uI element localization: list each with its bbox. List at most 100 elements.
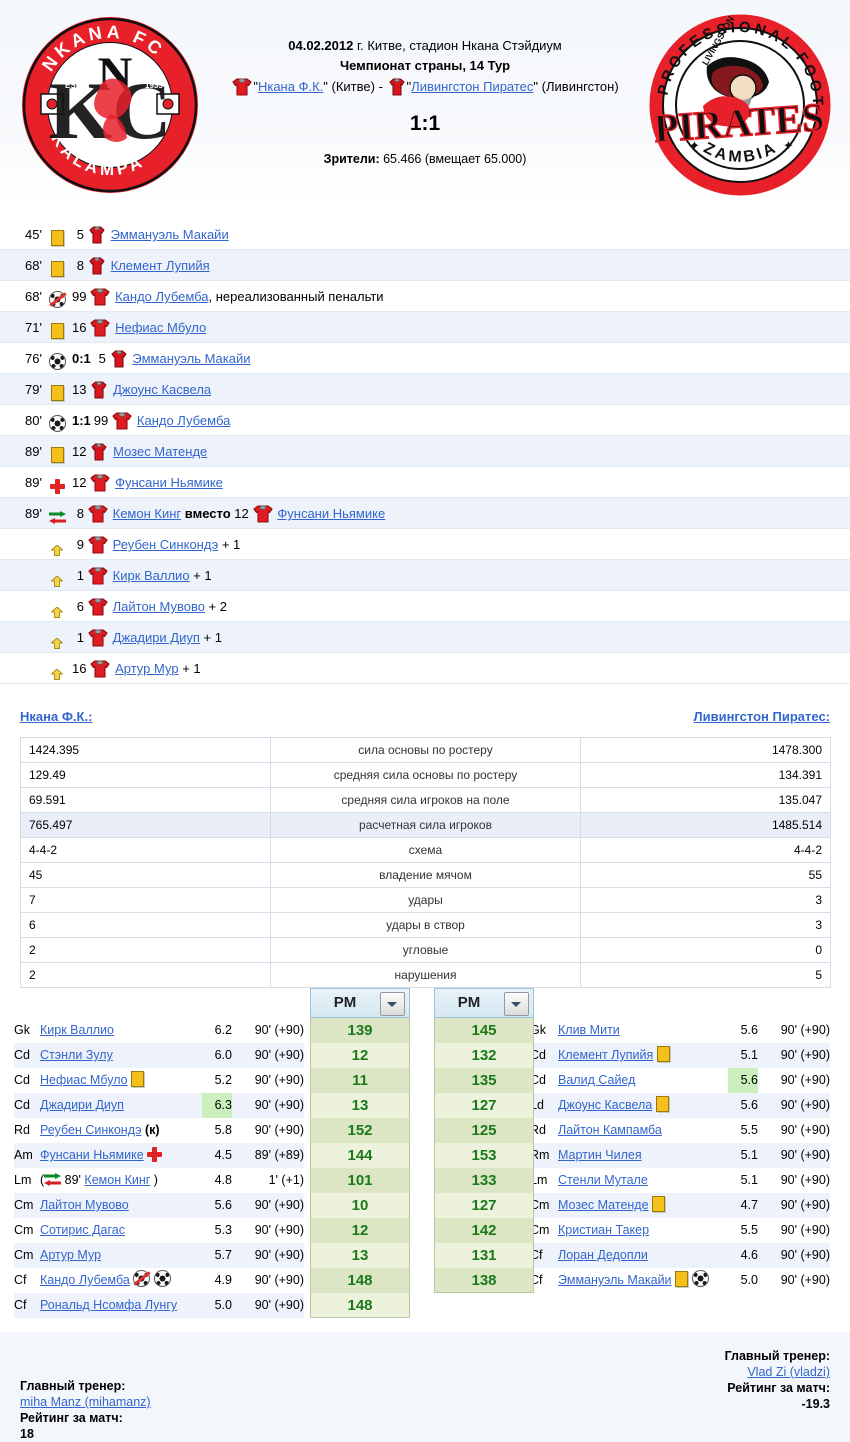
player-position: Rd [530,1123,546,1137]
lineup-player-link[interactable]: Артур Мур [40,1248,102,1262]
event-note: , нереализованный пенальти [208,289,384,304]
event-icon [42,347,72,378]
event-player-link[interactable]: Кемон Кинг [112,506,182,521]
lineup-player-link[interactable]: Мозес Матенде [558,1198,649,1212]
lineup-player-link[interactable]: Кирк Валлио [40,1023,114,1037]
away-team-link[interactable]: Ливингстон Пиратес [411,79,534,94]
event-player-link[interactable]: Клемент Лупийя [110,258,210,273]
lineup-player-link[interactable]: Эммануэль Макайи [558,1273,672,1287]
event-player-link[interactable]: Артур Мур [115,661,179,676]
event-minute: 80' [25,413,42,428]
event-row: 89' 12 Фунсани Ньямике [0,467,850,498]
home-shirt-icon [252,503,274,523]
lineup-row: Cm Лайтон Мувово 5.6 90' (+90) [14,1193,304,1218]
event-note: + 1 [189,568,212,583]
stats-home-team-link[interactable]: Нкана Ф.К.: [20,709,93,724]
player-minutes: 90' (+90) [780,1273,830,1287]
lineup-player-link[interactable]: Реубен Синкондэ [40,1123,142,1137]
event-player-link[interactable]: Мозес Матенде [113,444,208,459]
chevron-down-icon-away[interactable] [504,992,529,1016]
match-statistics-table: 1424.395 сила основы по ростеру 1478.300 12… [20,737,831,988]
event-icon [42,657,72,688]
lineup-player-link[interactable]: Кристиан Такер [558,1223,650,1237]
event-player-link[interactable]: Кандо Лубемба [115,289,209,304]
lineup-player-link[interactable]: Джадири Диуп [40,1098,124,1112]
stat-name: угловые [270,937,581,963]
lineup-player-link[interactable]: Клив Мити [558,1023,620,1037]
player-minutes: 90' (+90) [254,1123,304,1137]
lineup-row: Cf Кандо Лубемба 4.9 90' (+90) [14,1268,304,1293]
event-row: 71' 16 Нефиас Мбуло [0,312,850,343]
lineup-player-link[interactable]: Лайтон Мувово [40,1198,129,1212]
event-icon [42,254,72,285]
player-rating: 6.2 [214,1023,232,1037]
event-player-link[interactable]: Кирк Валлио [112,568,190,583]
yellow-card-icon [50,261,64,277]
event-row: 79' 13 Джоунс Касвела [0,374,850,405]
event-player-link[interactable]: Эммануэль Макайи [132,351,251,366]
substitution-icon [48,511,66,525]
lineup-row: Cd Валид Сайед 5.6 90' (+90) [530,1068,830,1093]
event-player-link[interactable]: Реубен Синкондэ [112,537,219,552]
event-player-link[interactable]: Кандо Лубемба [136,413,231,428]
player-name-cell: Клив Мити [558,1018,728,1043]
event-player-link[interactable]: Фунсани Ньямике [115,475,223,490]
lineup-row: Cm Сотирис Дагас 5.3 90' (+90) [14,1218,304,1243]
event-minute: 45' [25,227,42,242]
lineup-row: Lm ( 89' Кемон Кинг ) 4.8 1' (+1) [14,1168,304,1193]
lineup-player-link[interactable]: Кемон Кинг [84,1173,151,1187]
lineup-row: Cm Артур Мур 5.7 90' (+90) [14,1243,304,1268]
lineup-player-link[interactable]: Стэнли Зулу [40,1048,113,1062]
pm-selector-away[interactable]: PM [434,988,534,1018]
stat-home-value: 765.497 [20,812,271,838]
player-minutes: 90' (+90) [780,1098,830,1112]
yellow-card-icon [655,1096,669,1112]
player-position: Cd [530,1073,546,1087]
lineup-player-link[interactable]: Клемент Лупийя [558,1048,654,1062]
lineup-player-link[interactable]: Стенли Мутале [558,1173,648,1187]
player-name-cell: Кристиан Такер [558,1218,728,1243]
stats-away-team-link[interactable]: Ливингстон Пиратес: [693,709,830,724]
player-rating: 5.1 [740,1048,758,1062]
player-position: Cf [14,1298,27,1312]
player-rating: 5.6 [214,1198,232,1212]
lineup-player-link[interactable]: Сотирис Дагас [40,1223,125,1237]
player-power-value: 139 [310,1018,410,1043]
lineup-player-link[interactable]: Мартин Чилея [558,1148,642,1162]
event-player-link[interactable]: Джадири Диуп [112,630,200,645]
player-name-cell: Артур Мур [40,1243,202,1268]
player-position: Rd [14,1123,30,1137]
player-minutes: 90' (+90) [254,1023,304,1037]
event-player-link[interactable]: Нефиас Мбуло [115,320,207,335]
event-note: + 1 [178,661,201,676]
stat-name: владение мячом [270,862,581,888]
home-coach-link[interactable]: miha Manz (mihamanz) [20,1395,151,1409]
chevron-down-icon-home[interactable] [380,992,405,1016]
lineup-player-link[interactable]: Лоран Дедопли [558,1248,648,1262]
event-row: 68' 8 Клемент Лупийя [0,250,850,281]
lineup-row: Ld Джоунс Касвела 5.6 90' (+90) [530,1093,830,1118]
player-rating: 4.6 [740,1248,758,1262]
lineup-player-link[interactable]: Рональд Нсомфа Лунгу [40,1298,178,1312]
event-icon [42,378,72,409]
lineup-player-link[interactable]: Фунсани Ньямике [40,1148,144,1162]
player-power-value: 145 [434,1018,534,1043]
home-team-link[interactable]: Нкана Ф.К. [257,79,324,94]
event-row: 1 Джадири Диуп + 1 [0,622,850,653]
event-player-link[interactable]: Лайтон Мувово [112,599,205,614]
lineup-player-link[interactable]: Джоунс Касвела [558,1098,653,1112]
event-minute: 71' [25,320,42,335]
away-coach-link[interactable]: Vlad Zi (vladzi) [747,1365,830,1379]
lineup-player-link[interactable]: Лайтон Кампамба [558,1123,662,1137]
lineup-player-link[interactable]: Валид Сайед [558,1073,636,1087]
lineup-player-link[interactable]: Кандо Лубемба [40,1273,130,1287]
lineup-player-link[interactable]: Нефиас Мбуло [40,1073,128,1087]
event-player-link[interactable]: Эммануэль Макайи [110,227,229,242]
player-power-value: 132 [434,1043,534,1068]
player-rating: 5.3 [214,1223,232,1237]
event-player2-link[interactable]: Фунсани Ньямике [277,506,386,521]
event-player-link[interactable]: Джоунс Касвела [113,382,212,397]
pm-selector-home[interactable]: PM [310,988,410,1018]
home-lineup-table: Gk Кирк Валлио 6.2 90' (+90) Cd Стэнли Зулу … [14,1018,304,1318]
player-name-cell: Лоран Дедопли [558,1243,728,1268]
